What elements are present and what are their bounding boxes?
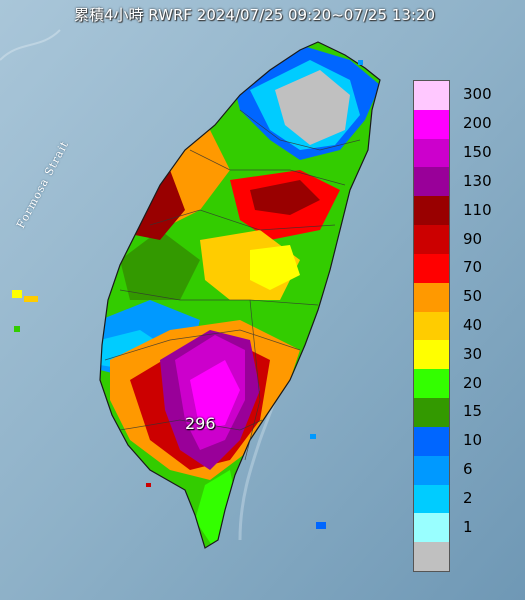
penghu-island-1 — [12, 290, 22, 298]
legend-swatch — [414, 340, 449, 370]
legend-swatch — [414, 513, 449, 543]
legend-swatch — [414, 455, 449, 485]
northern-islet — [358, 60, 363, 65]
legend-swatch — [414, 253, 449, 283]
rain-zone-15 — [120, 230, 200, 300]
legend-label: 130 — [463, 171, 492, 190]
legend-swatch — [414, 167, 449, 197]
lyudao-island — [310, 434, 316, 439]
island-outline — [99, 41, 381, 549]
legend-swatch — [414, 542, 449, 572]
legend-label: 15 — [463, 402, 483, 421]
legend-label: 90 — [463, 229, 483, 248]
county-borders — [104, 109, 361, 461]
legend-label: 2 — [463, 488, 473, 507]
legend-label: 6 — [463, 460, 473, 479]
legend-swatch — [414, 426, 449, 456]
legend-swatch — [414, 311, 449, 341]
legend-swatch — [414, 196, 449, 226]
legend-label: 50 — [463, 287, 483, 306]
legend-swatch — [414, 109, 449, 139]
legend-labels: 300 200 150 130 110 90 70 50 40 30 20 15 10 6 2 1 — [453, 80, 523, 570]
max-rainfall-label: 296 — [185, 414, 216, 433]
legend-label: 40 — [463, 316, 483, 334]
map-title: 累積4小時 RWRF 2024/07/25 09:20~07/25 13:20 — [74, 6, 436, 24]
legend-swatch — [414, 369, 449, 399]
rain-zone-200-south — [190, 360, 240, 430]
legend-swatch — [414, 398, 449, 427]
penghu-island-2 — [24, 296, 38, 302]
legend-color-bar — [413, 80, 450, 572]
penghu-island-3 — [14, 326, 20, 332]
rain-zone-110-central — [250, 180, 320, 215]
legend-label: 10 — [463, 431, 483, 450]
rain-zone-taipei-grey — [275, 70, 350, 145]
legend-label: 300 — [463, 85, 492, 104]
legend-label: 20 — [463, 373, 483, 392]
legend-label: 200 — [463, 114, 492, 133]
rain-zone-30-central — [250, 245, 300, 290]
legend-label: 110 — [463, 200, 492, 219]
sea-cloud-streak — [0, 29, 61, 61]
legend-swatch — [414, 81, 449, 110]
legend-swatch — [414, 484, 449, 514]
lanyu-island — [316, 522, 326, 529]
legend-swatch — [414, 225, 449, 254]
legend-label: 70 — [463, 258, 483, 277]
legend-swatch — [414, 282, 449, 312]
legend-swatch — [414, 138, 449, 168]
legend-label: 150 — [463, 143, 492, 162]
legend-label: 30 — [463, 344, 483, 363]
liuqiu-island — [146, 483, 151, 487]
legend-label: 1 — [463, 517, 473, 536]
